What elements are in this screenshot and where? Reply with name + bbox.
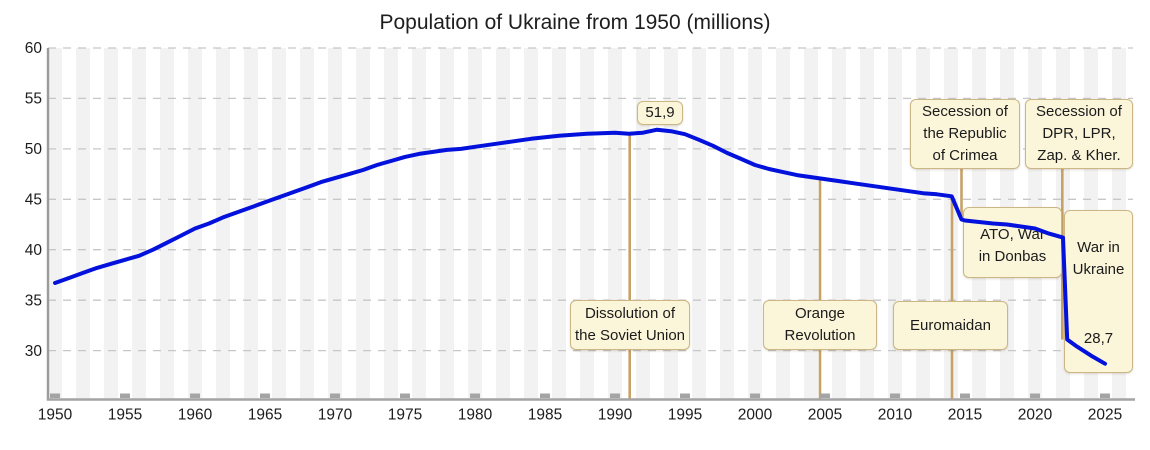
callout-line: the Soviet Union	[574, 327, 686, 344]
callout-line: the Republic	[923, 125, 1007, 142]
euromaidan-callout: Euromaidan	[893, 301, 1008, 350]
svg-text:2025: 2025	[1088, 407, 1122, 424]
callout-line: Orange	[794, 305, 846, 322]
ato-donbas-callout: ATO, War in Donbas	[963, 207, 1062, 278]
callout-line: Zap. & Kher.	[1037, 147, 1121, 164]
svg-text:30: 30	[25, 343, 43, 360]
svg-text:2005: 2005	[808, 407, 842, 424]
x-tick-labels: 1950 1955 1960 1965 1970 1975 1980 1985 1990 1995…	[38, 407, 1122, 424]
svg-text:1960: 1960	[178, 407, 213, 424]
svg-text:60: 60	[25, 40, 43, 57]
svg-text:1985: 1985	[528, 407, 562, 424]
callout-line: War in	[1077, 239, 1120, 256]
x-axis-ticks	[50, 393, 1110, 398]
war-in-ukraine-callout: War in Ukraine 28,7	[1064, 210, 1133, 373]
end-value-label: 28,7	[1083, 330, 1114, 347]
svg-text:55: 55	[25, 91, 42, 108]
callout-line: ATO, War	[980, 226, 1045, 243]
svg-text:35: 35	[25, 292, 42, 309]
callout-line: in Donbas	[978, 248, 1047, 265]
svg-text:40: 40	[25, 242, 43, 259]
svg-text:45: 45	[25, 192, 42, 209]
svg-text:1955: 1955	[108, 407, 142, 424]
svg-text:2020: 2020	[1018, 407, 1053, 424]
svg-text:1980: 1980	[458, 407, 493, 424]
svg-text:2000: 2000	[738, 407, 773, 424]
svg-text:1950: 1950	[38, 407, 73, 424]
svg-text:1995: 1995	[668, 407, 702, 424]
svg-text:1975: 1975	[388, 407, 422, 424]
peak-value-label: 51,9	[645, 104, 675, 121]
svg-text:2010: 2010	[878, 407, 913, 424]
peak-value-callout: 51,9	[637, 101, 683, 125]
crimea-secession-callout: Secession of the Republic of Crimea	[910, 99, 1020, 169]
svg-text:50: 50	[25, 141, 43, 158]
callout-line: Secession of	[922, 103, 1008, 120]
svg-text:1965: 1965	[248, 407, 282, 424]
y-tick-labels: 60 55 50 45 40 35 30	[25, 40, 43, 360]
svg-text:1990: 1990	[598, 407, 633, 424]
callout-line: Ukraine	[1072, 261, 1125, 278]
svg-text:2015: 2015	[948, 407, 982, 424]
dissolution-callout: Dissolution of the Soviet Union	[570, 300, 690, 350]
callout-line: Dissolution of	[584, 305, 676, 322]
callout-line: Secession of	[1036, 103, 1122, 120]
chart-title: Population of Ukraine from 1950 (million…	[379, 11, 771, 34]
callout-line: DPR, LPR,	[1042, 125, 1116, 142]
dpr-lpr-secession-callout: Secession of DPR, LPR, Zap. & Kher.	[1025, 99, 1133, 169]
callout-line: of Crimea	[932, 147, 998, 164]
svg-text:1970: 1970	[318, 407, 353, 424]
orange-revolution-callout: Orange Revolution	[763, 300, 877, 350]
callout-line: Revolution	[784, 327, 856, 344]
callout-line: Euromaidan	[910, 316, 991, 334]
